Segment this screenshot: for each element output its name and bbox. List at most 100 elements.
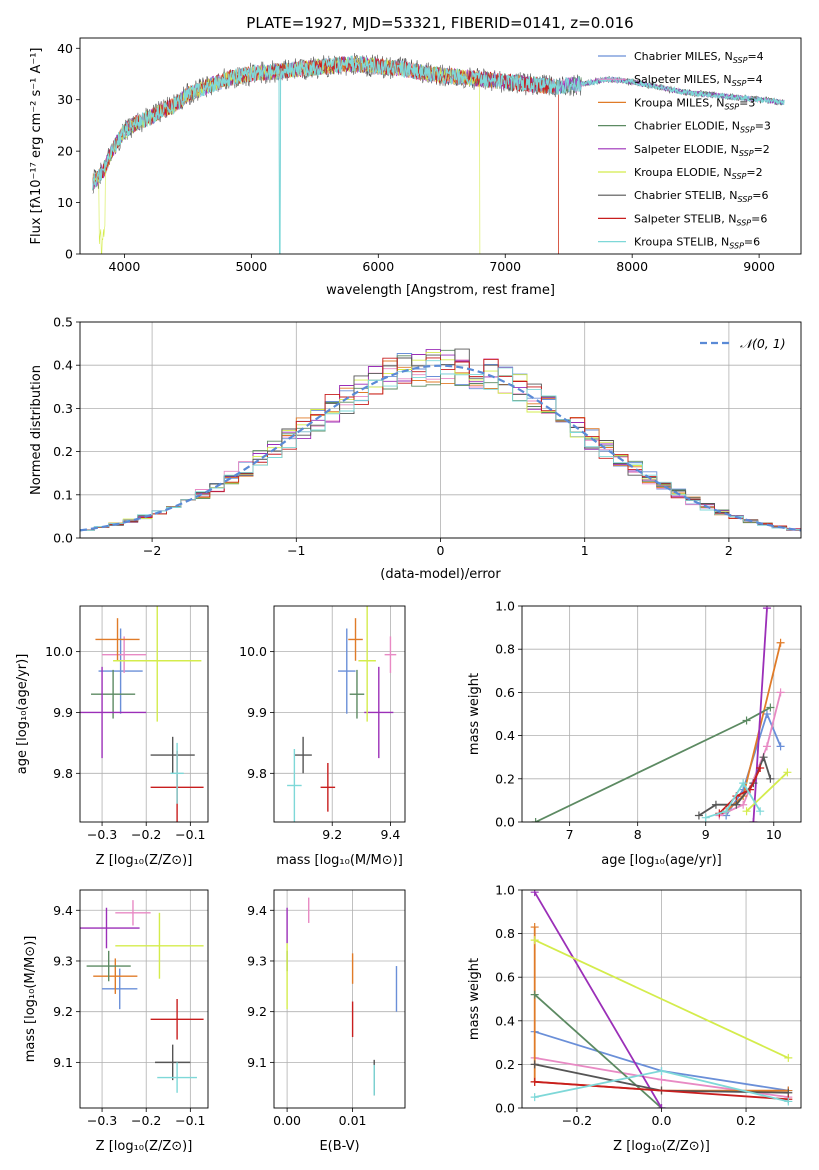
y-tick-label: 10.0 [239,644,267,659]
legend-name: Kroupa ELODIE, N [634,166,732,179]
legend-sub: SSP [732,79,747,88]
normal-curve [80,364,801,532]
plot-area [80,348,801,533]
panel-mass_vs_ebv [270,889,406,1112]
errorbar-point [349,669,365,719]
weight-marker [530,890,539,897]
x-axis-label: E(B-V) [319,1139,359,1154]
x-tick-label: 8 [634,827,642,842]
legend-name: Kroupa MILES, N [634,96,724,109]
x-tick-label: 7 [566,827,574,842]
y-tick-label: 0.8 [495,642,515,657]
weight-marker [783,768,792,777]
weight-marker [530,923,539,932]
y-tick-label: 0.3 [53,401,73,416]
y-tick-label: 9.8 [247,766,267,781]
legend-entry: 𝒩(0, 1) [740,336,786,351]
x-tick-label: −0.2 [131,1113,161,1128]
plot-area [80,900,204,1093]
y-tick-label: 9.8 [53,766,73,781]
x-tick-label: 2 [725,543,733,558]
x-tick-label: −1 [287,543,305,558]
weight-marker [742,716,751,725]
x-axis-label: Z [log₁₀(Z/Z⊙)] [613,1139,710,1154]
x-tick-label: 0.01 [339,1113,367,1128]
y-tick-label: 9.9 [247,705,267,720]
weight-line [718,692,782,817]
legend-name: Salpeter ELODIE, N [634,143,739,156]
x-tick-label: −0.1 [175,827,205,842]
histogram-steps [80,360,801,533]
weight-marker [739,779,748,788]
legend-entry: Salpeter STELIB, NSSP=6 [634,212,767,227]
legend-entry: Salpeter MILES, NSSP=4 [634,73,763,88]
weight-line [718,767,762,815]
weight-marker [739,800,748,809]
legend-suffix: =2 [746,166,762,179]
y-tick-label: 0.8 [495,926,515,941]
spectrum-line [92,55,559,254]
weight-line [698,754,772,817]
weight-marker [530,990,539,999]
x-tick-label: 0.2 [736,1113,756,1128]
legend-sub: SSP [729,242,744,251]
y-tick-label: 9.1 [53,1055,73,1070]
legend-sub: SSP [736,218,751,227]
weight-marker [531,818,540,822]
weight-marker [530,1077,539,1086]
errorbar-point [86,950,131,982]
x-axis-label: Z [log₁₀(Z/Z⊙)] [96,1139,193,1154]
legend-sub: SSP [738,195,753,204]
legend-sub: SSP [724,102,739,111]
panel-weight_vs_Z [518,889,802,1112]
y-tick-label: 9.4 [53,903,73,918]
x-tick-label: 9000 [743,259,775,274]
weight-marker [530,1093,539,1102]
errorbar-point [294,736,312,774]
legend-name: Chabrier STELIB, N [634,189,738,202]
legend-entry: Chabrier STELIB, NSSP=6 [634,189,768,204]
weight-marker [722,807,731,816]
x-axis-label: (data-model)/error [380,567,501,582]
weight-line [534,993,663,1108]
legend-sub: SSP [733,56,748,65]
y-tick-label: 9.3 [53,953,73,968]
errorbar-point [150,999,204,1040]
weight-line [534,939,789,1059]
axes-frame [79,605,209,823]
weight-marker [749,818,758,822]
legend-entry: Kroupa ELODIE, NSSP=2 [634,166,763,181]
y-tick-label: 1.0 [495,599,515,614]
y-axis-label: Flux [fλ10⁻¹⁷ erg cm⁻² s⁻¹ A⁻¹] [29,48,44,245]
errorbar-point [320,762,336,812]
errorbar-point [348,618,363,661]
x-tick-label: 8000 [616,259,648,274]
x-tick-label: −2 [143,543,161,558]
weight-marker [784,1053,793,1062]
panel-weight_vs_age [518,605,802,826]
errorbar-point [287,748,302,822]
y-tick-label: 20 [57,144,73,159]
errorbar-point [358,606,376,722]
panel-residuals [76,321,802,542]
panel-age_vs_mass [270,605,406,826]
weight-marker [657,1075,666,1084]
weight-marker [711,800,720,809]
y-tick-label: 9.4 [247,903,267,918]
errorbar-point [102,968,138,1010]
y-tick-label: 0.6 [495,970,515,985]
x-tick-label: 5000 [235,259,267,274]
x-tick-label: 0.0 [652,1113,672,1128]
weight-marker [742,807,751,816]
plot-area [531,606,792,822]
x-tick-label: 0 [437,543,445,558]
errorbar-point [170,742,184,804]
weight-marker [759,753,768,762]
errorbar-point [115,900,151,926]
legend-entry: Kroupa STELIB, NSSP=6 [634,236,760,251]
errorbar-point [93,958,138,994]
legend-suffix: =3 [739,96,755,109]
errorbar-point [113,606,202,722]
y-tick-label: 0.2 [495,771,515,786]
